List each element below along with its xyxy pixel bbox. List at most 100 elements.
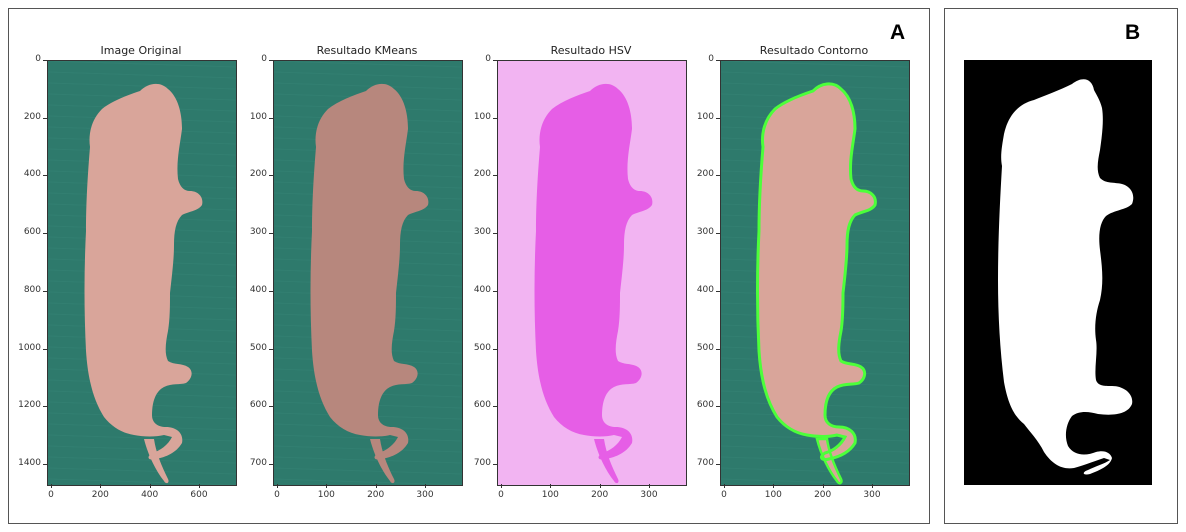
y-tick-mark bbox=[716, 406, 720, 408]
y-tick-mark bbox=[269, 233, 273, 235]
x-tick-label: 0 bbox=[48, 490, 54, 500]
y-tick-label: 500 bbox=[249, 342, 267, 353]
y-tick-label: 400 bbox=[696, 284, 714, 295]
subplot-svg bbox=[721, 61, 909, 485]
x-tick-label: 600 bbox=[190, 490, 208, 500]
y-tick-label: 0 bbox=[261, 54, 267, 64]
y-tick-mark bbox=[269, 117, 273, 119]
texture-line bbox=[274, 434, 462, 442]
panel-a-letter: A bbox=[890, 21, 906, 44]
y-tick-label: 400 bbox=[249, 284, 267, 295]
y-tick-label: 200 bbox=[696, 169, 714, 180]
mouse-tail bbox=[144, 439, 169, 484]
y-tick-label: 500 bbox=[473, 342, 491, 353]
y-tick-label: 200 bbox=[249, 169, 267, 180]
texture-line bbox=[721, 434, 909, 442]
subplot-image bbox=[720, 60, 910, 486]
x-tick-mark bbox=[724, 484, 725, 488]
mouse-body bbox=[534, 83, 653, 460]
texture-line bbox=[48, 434, 236, 442]
y-tick-mark bbox=[269, 290, 273, 292]
y-tick-label: 1400 bbox=[18, 458, 41, 468]
mouse-body bbox=[757, 83, 876, 460]
x-tick-mark bbox=[149, 484, 151, 488]
x-tick-mark bbox=[425, 484, 426, 488]
y-tick-label: 600 bbox=[473, 400, 491, 411]
y-tick-label: 200 bbox=[473, 169, 491, 180]
y-tick-label: 100 bbox=[249, 111, 267, 122]
x-tick-label: 100 bbox=[317, 490, 335, 500]
y-tick-mark bbox=[493, 406, 497, 408]
texture-line bbox=[721, 467, 909, 475]
x-tick-label: 0 bbox=[721, 490, 727, 500]
contour-tail bbox=[815, 437, 843, 485]
texture-line bbox=[48, 456, 236, 464]
subplot-image bbox=[273, 60, 463, 486]
subplot-title: Resultado KMeans bbox=[316, 44, 418, 57]
y-tick-label: 400 bbox=[473, 284, 491, 295]
y-tick-mark bbox=[493, 233, 497, 235]
texture-line bbox=[274, 71, 462, 79]
y-tick-mark bbox=[493, 464, 497, 465]
y-tick-mark bbox=[43, 348, 47, 350]
y-tick-label: 300 bbox=[473, 227, 491, 238]
y-tick-mark bbox=[493, 117, 497, 119]
y-tick-label: 100 bbox=[696, 111, 714, 122]
x-tick-label: 300 bbox=[640, 490, 658, 500]
x-tick-mark bbox=[649, 484, 650, 488]
texture-line bbox=[48, 82, 236, 90]
subplot-svg bbox=[498, 61, 686, 485]
x-tick-label: 300 bbox=[863, 490, 881, 500]
x-tick-label: 0 bbox=[274, 490, 280, 500]
y-tick-mark bbox=[43, 290, 47, 292]
y-tick-mark bbox=[716, 60, 720, 61]
mouse-tail bbox=[817, 439, 842, 484]
y-tick-mark bbox=[716, 117, 720, 119]
x-tick-label: 300 bbox=[416, 490, 434, 500]
x-tick-mark bbox=[199, 484, 200, 488]
y-tick-mark bbox=[716, 464, 720, 465]
x-tick-label: 200 bbox=[814, 490, 832, 500]
y-tick-mark bbox=[269, 175, 273, 177]
x-tick-mark bbox=[550, 484, 552, 488]
y-tick-mark bbox=[269, 60, 273, 61]
y-tick-mark bbox=[43, 60, 47, 61]
texture-line bbox=[48, 445, 236, 453]
y-tick-label: 500 bbox=[696, 342, 714, 353]
mask-silhouette bbox=[998, 79, 1134, 475]
y-tick-mark bbox=[269, 406, 273, 408]
texture-line bbox=[721, 82, 909, 90]
texture-line bbox=[274, 82, 462, 90]
texture-line bbox=[721, 445, 909, 453]
y-tick-label: 1200 bbox=[18, 400, 41, 411]
subplot-image bbox=[497, 60, 687, 486]
x-tick-label: 100 bbox=[541, 490, 559, 500]
y-tick-mark bbox=[43, 117, 47, 119]
y-tick-mark bbox=[716, 175, 720, 177]
x-tick-mark bbox=[822, 484, 824, 488]
y-tick-label: 700 bbox=[473, 458, 491, 468]
texture-line bbox=[48, 61, 236, 68]
y-tick-mark bbox=[269, 348, 273, 350]
y-tick-mark bbox=[43, 175, 47, 177]
y-tick-mark bbox=[716, 233, 720, 235]
y-tick-mark bbox=[269, 464, 273, 465]
y-tick-label: 400 bbox=[23, 169, 41, 180]
y-tick-label: 600 bbox=[23, 227, 41, 238]
subplot-title: Image Original bbox=[100, 44, 182, 57]
y-tick-label: 100 bbox=[473, 111, 491, 122]
x-tick-mark bbox=[599, 484, 601, 488]
x-tick-label: 200 bbox=[91, 490, 109, 500]
texture-line bbox=[274, 445, 462, 453]
mask-image bbox=[964, 60, 1152, 485]
x-tick-mark bbox=[277, 484, 278, 488]
x-tick-mark bbox=[872, 484, 873, 488]
x-tick-mark bbox=[501, 484, 502, 488]
texture-line bbox=[274, 467, 462, 475]
x-tick-label: 200 bbox=[367, 490, 385, 500]
texture-line bbox=[274, 456, 462, 464]
panel-b-frame: B bbox=[944, 8, 1178, 524]
y-tick-label: 0 bbox=[35, 54, 41, 64]
texture-line bbox=[48, 478, 236, 485]
y-tick-label: 0 bbox=[708, 54, 714, 64]
